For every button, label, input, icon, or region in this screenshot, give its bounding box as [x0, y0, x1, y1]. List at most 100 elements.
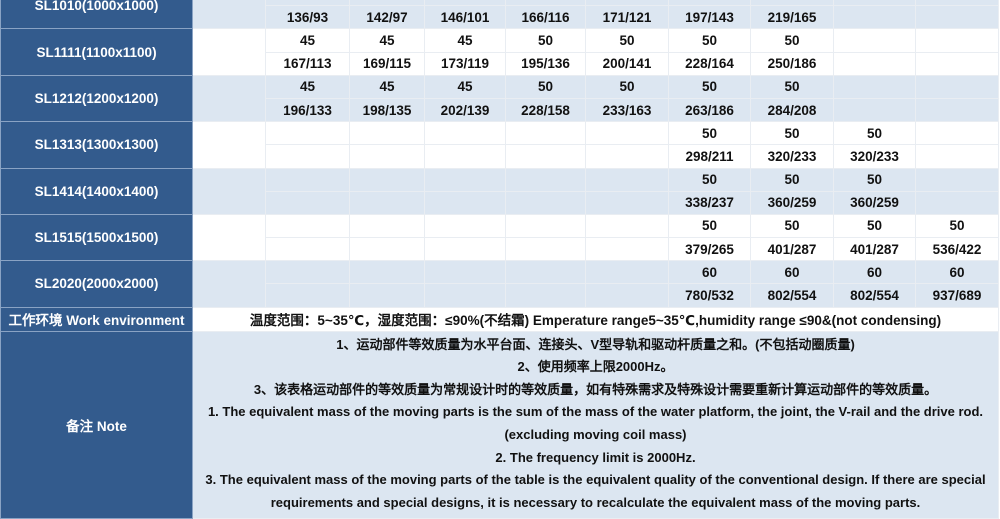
model-row-top: SL1212(1200x1200) 45 45 45 50 50 50 50 — [0, 74, 999, 123]
value-cell — [424, 190, 506, 215]
value-cell: 250/186 — [750, 51, 834, 76]
blank-cell — [192, 28, 266, 76]
value-cell: 802/554 — [833, 283, 916, 308]
value-cell: 780/532 — [668, 283, 751, 308]
value-cell — [833, 5, 916, 30]
value-cell — [424, 121, 506, 146]
value-cell — [265, 237, 350, 262]
model-label: SL1010(1000x1000) — [0, 0, 193, 30]
value-cell — [915, 144, 999, 169]
value-cell: 360/259 — [833, 190, 916, 215]
value-cell — [585, 237, 669, 262]
value-cell: 379/265 — [668, 237, 751, 262]
value-cell: 197/143 — [668, 5, 751, 30]
value-cell: 50 — [505, 74, 586, 99]
value-cell — [915, 190, 999, 215]
value-cell — [505, 144, 586, 169]
value-cell — [265, 167, 350, 192]
blank-cell — [192, 213, 266, 262]
model-label: SL1414(1400x1400) — [0, 167, 193, 215]
value-cell: 338/237 — [668, 190, 751, 215]
blank-cell — [192, 121, 266, 169]
value-cell: 202/139 — [424, 97, 506, 123]
value-cell — [505, 283, 586, 308]
value-cell: 263/186 — [668, 97, 751, 123]
value-cell — [424, 283, 506, 308]
value-cell: 284/208 — [750, 97, 834, 123]
value-cell — [585, 283, 669, 308]
value-cell: 60 — [668, 260, 751, 285]
note-line-1: 1、运动部件等效质量为水平台面、连接头、V型导轨和驱动杆质量之和。(不包括动圈质… — [336, 336, 855, 352]
blank-cell — [192, 74, 266, 123]
value-cell: 45 — [424, 28, 506, 53]
model-row-bottom: 780/532 802/554 802/554 937/689 — [1, 283, 999, 308]
value-cell — [265, 260, 350, 285]
value-cell — [265, 190, 350, 215]
model-row-bottom: 196/133 198/135 202/139 228/158 233/163 263/1… — [1, 97, 999, 123]
model-row-top: SL1515(1500x1500) 50 50 50 50 — [0, 213, 999, 262]
value-cell: 45 — [349, 28, 425, 53]
note-label: 备注 Note — [0, 330, 193, 519]
value-cell: 198/135 — [349, 97, 425, 123]
value-cell — [833, 97, 916, 123]
value-cell: 401/287 — [833, 237, 916, 262]
work-environment-label: 工作环境 Work environment — [0, 306, 193, 332]
value-cell — [915, 28, 999, 53]
note-line-5: 2. The frequency limit is 2000Hz. — [495, 449, 696, 465]
value-cell: 50 — [668, 74, 751, 99]
value-cell — [915, 167, 999, 192]
value-cell: 50 — [668, 121, 751, 146]
value-cell — [915, 5, 999, 30]
value-cell: 60 — [915, 260, 999, 285]
value-cell — [833, 28, 916, 53]
value-cell: 401/287 — [750, 237, 834, 262]
value-cell — [585, 190, 669, 215]
value-cell — [349, 144, 425, 169]
value-cell: 50 — [833, 167, 916, 192]
model-row-top: SL1414(1400x1400) 50 50 50 — [0, 167, 999, 215]
blank-cell — [192, 167, 266, 215]
value-cell — [265, 144, 350, 169]
value-cell: 50 — [915, 213, 999, 239]
value-cell — [424, 260, 506, 285]
model-label: SL1515(1500x1500) — [0, 213, 193, 262]
model-row-top: SL2020(2000x2000) 60 60 60 60 — [0, 260, 999, 308]
value-cell: 171/121 — [585, 5, 669, 30]
value-cell: 50 — [750, 167, 834, 192]
model-row-top: SL1111(1100x1100) 45 45 45 50 50 50 50 — [0, 28, 999, 76]
value-cell — [349, 260, 425, 285]
value-cell: 50 — [585, 28, 669, 53]
value-cell — [349, 190, 425, 215]
value-cell: 195/136 — [505, 51, 586, 76]
value-cell: 219/165 — [750, 5, 834, 30]
value-cell — [424, 144, 506, 169]
value-cell: 50 — [833, 213, 916, 239]
value-cell: 536/422 — [915, 237, 999, 262]
value-cell — [505, 190, 586, 215]
note-line-3: 3、该表格运动部件的等效质量为常规设计时的等效质量，如有特殊需求及特殊设计需要重… — [253, 381, 938, 397]
value-cell — [349, 121, 425, 146]
value-cell — [505, 121, 586, 146]
value-cell — [585, 213, 669, 239]
value-cell: 360/259 — [750, 190, 834, 215]
value-cell — [505, 213, 586, 239]
model-label: SL1212(1200x1200) — [0, 74, 193, 123]
value-cell: 298/211 — [668, 144, 751, 169]
model-label: SL2020(2000x2000) — [0, 260, 193, 308]
note-line-6: 3. The equivalent mass of the moving par… — [205, 472, 986, 510]
blank-cell — [192, 0, 266, 30]
value-cell — [424, 213, 506, 239]
model-row-bottom: 136/93 142/97 146/101 166/116 171/121 197/143… — [1, 5, 999, 30]
value-cell — [585, 121, 669, 146]
value-cell — [915, 74, 999, 99]
value-cell — [349, 237, 425, 262]
note-line-4: 1. The equivalent mass of the moving par… — [207, 404, 984, 442]
value-cell: 320/233 — [833, 144, 916, 169]
value-cell: 50 — [585, 74, 669, 99]
value-cell: 60 — [833, 260, 916, 285]
note-line-2: 2、使用频率上限2000Hz。 — [517, 359, 674, 375]
value-cell — [915, 97, 999, 123]
value-cell: 320/233 — [750, 144, 834, 169]
value-cell: 233/163 — [585, 97, 669, 123]
value-cell — [424, 167, 506, 192]
